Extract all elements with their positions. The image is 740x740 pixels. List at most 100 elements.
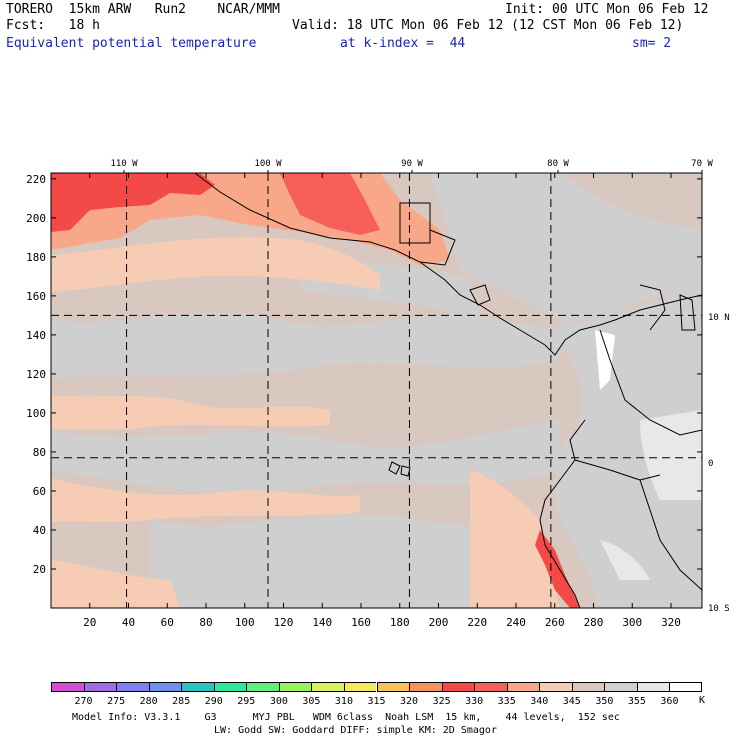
latitude-label: 0 <box>708 459 713 469</box>
lake-maracaibo <box>679 294 696 331</box>
colorbar-label: 320 <box>400 696 419 707</box>
colorbar-swatch <box>604 682 637 692</box>
colorbar-swatch <box>376 682 410 692</box>
colorbar-label: 330 <box>465 696 484 707</box>
border-colombia <box>599 329 702 436</box>
x-tick-label: 280 <box>584 616 604 629</box>
colorbar-label: 295 <box>237 696 256 707</box>
field-band-peach <box>470 470 560 608</box>
longitude-label: 70 W <box>691 159 713 169</box>
lake-nicaragua <box>469 284 491 306</box>
field-core-red <box>280 173 380 235</box>
land-white <box>640 410 702 500</box>
y-tick-label: 140 <box>26 329 46 342</box>
y-tick-label: 160 <box>26 290 46 303</box>
colorbar-label: 315 <box>367 696 386 707</box>
physics-info: LW: Godd SW: Goddard DIFF: simple KM: 2D… <box>214 725 497 736</box>
longitude-label: 90 W <box>401 159 423 169</box>
field-band-grey <box>51 312 560 380</box>
x-tick-label: 40 <box>122 616 135 629</box>
latitude-label: 10 S <box>708 604 730 614</box>
x-tick-label: 220 <box>467 616 487 629</box>
colorbar-label: 270 <box>74 696 93 707</box>
border-guatemala <box>399 202 431 244</box>
field-band-peach <box>51 560 180 608</box>
x-tick-label: 120 <box>274 616 294 629</box>
field-coast-red <box>535 530 580 608</box>
x-tick-label: 200 <box>429 616 449 629</box>
colorbar-label: 275 <box>107 696 126 707</box>
colorbar-label: 280 <box>139 696 158 707</box>
colorbar-label: 345 <box>562 696 581 707</box>
run-title: TORERO 15km ARW Run2 NCAR/MMM <box>6 2 280 17</box>
colorbar-unit: K <box>699 695 706 706</box>
colorbar-label: 300 <box>269 696 288 707</box>
model-info: Model Info: V3.3.1 G3 MYJ PBL WDM 6class… <box>72 712 620 723</box>
longitude-label: 80 W <box>547 159 569 169</box>
colorbar-swatch <box>669 682 702 692</box>
y-tick-label: 100 <box>26 407 46 420</box>
colorbar-swatch <box>311 682 344 692</box>
colorbar-label: 340 <box>530 696 549 707</box>
x-tick-label: 240 <box>506 616 526 629</box>
latitude-labels: 10 N 0 10 S <box>708 313 730 614</box>
colorbar-swatch <box>571 682 605 692</box>
colorbar-swatch <box>148 682 182 692</box>
coastlines <box>194 173 702 608</box>
colorbar-swatch <box>278 682 312 692</box>
y-tick-label: 80 <box>33 446 46 459</box>
x-tick-label: 160 <box>351 616 371 629</box>
smoothing-label: sm= 2 <box>632 36 672 51</box>
x-axis-ticks: 20 40 60 80 100 120 140 160 180 200 220 240 260 280 30… <box>83 173 681 629</box>
colorbar-label: 335 <box>497 696 516 707</box>
x-tick-label: 140 <box>312 616 332 629</box>
y-tick-label: 180 <box>26 251 46 264</box>
graticule <box>51 173 702 608</box>
theta-e-field <box>51 173 702 608</box>
y-tick-label: 60 <box>33 485 46 498</box>
x-tick-label: 60 <box>161 616 174 629</box>
colorbar-swatch <box>506 682 540 692</box>
colorbar-swatch <box>181 682 214 692</box>
y-tick-label: 20 <box>33 563 46 576</box>
x-tick-label: 320 <box>661 616 681 629</box>
x-tick-label: 300 <box>622 616 642 629</box>
y-tick-label: 200 <box>26 212 46 225</box>
y-tick-label: 120 <box>26 368 46 381</box>
field-name: Equivalent potential temperature <box>6 36 257 51</box>
colorbar-label: 305 <box>302 696 321 707</box>
y-axis-ticks: 220 200 180 160 140 120 100 80 60 40 20 <box>26 173 702 576</box>
colorbar-swatch <box>441 682 475 692</box>
colorbar-swatch <box>409 682 442 692</box>
colorbar-swatch <box>51 682 84 692</box>
caribbean-field <box>430 173 702 320</box>
colorbar-label: 310 <box>334 696 353 707</box>
field-band-peach <box>51 395 330 430</box>
coastline-south-america <box>539 419 586 608</box>
plot-frame <box>50 172 703 609</box>
colorbar-label: 325 <box>432 696 451 707</box>
longitude-label: 100 W <box>254 159 282 169</box>
field-core-red <box>51 173 215 232</box>
colorbar-label: 355 <box>627 696 646 707</box>
y-tick-label: 220 <box>26 173 46 186</box>
x-tick-label: 260 <box>545 616 565 629</box>
colorbar-swatch <box>116 682 149 692</box>
coastline-caribbean <box>639 284 666 331</box>
colorbar-swatch <box>474 682 507 692</box>
colorbar-label: 350 <box>595 696 614 707</box>
forecast-hour: Fcst: 18 h <box>6 18 100 33</box>
level-index: at k-index = 44 <box>340 36 466 51</box>
longitude-label: 110 W <box>110 159 138 169</box>
colorbar-label: 290 <box>204 696 223 707</box>
border-peru <box>639 479 702 591</box>
land-surface <box>555 290 702 608</box>
x-tick-label: 80 <box>199 616 212 629</box>
galapagos-island <box>400 465 411 477</box>
longitude-labels: 110 W 100 W 90 W 80 W 70 W <box>110 159 713 173</box>
land-white <box>600 540 650 580</box>
land-white <box>595 330 615 390</box>
latitude-label: 10 N <box>708 313 730 323</box>
colorbar-label: 360 <box>660 696 679 707</box>
